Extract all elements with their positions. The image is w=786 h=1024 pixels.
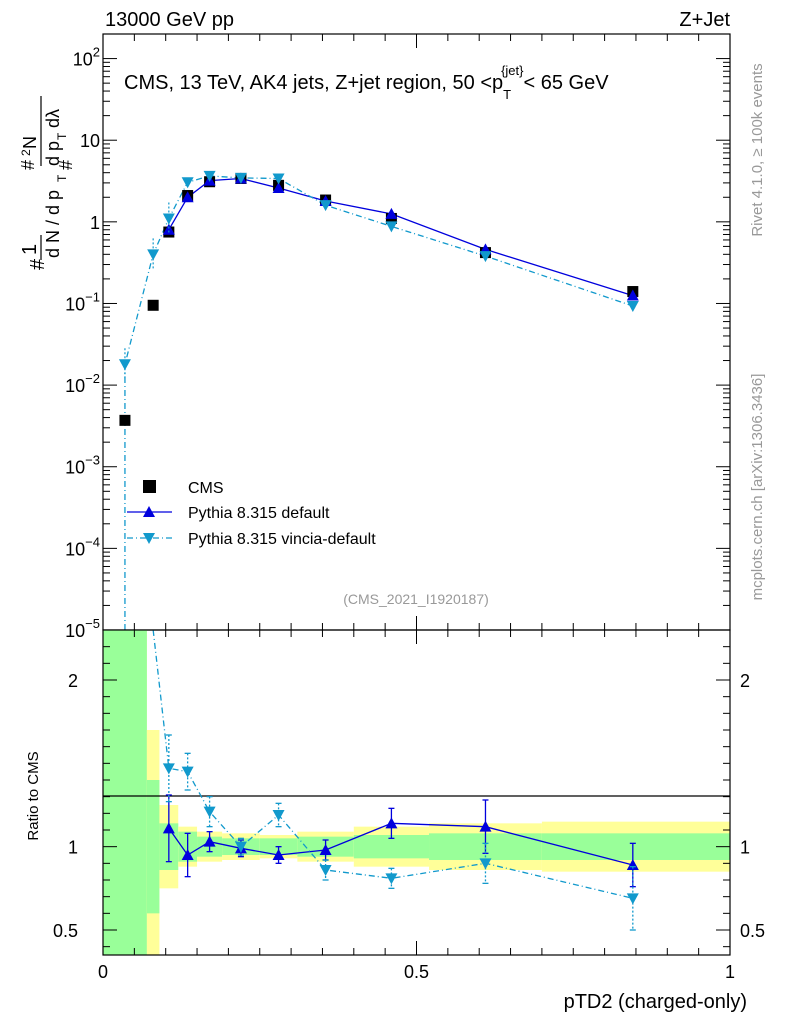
legend-label-default: Pythia 8.315 default <box>188 505 330 522</box>
cms-data-point <box>119 414 131 426</box>
legend-marker-cms <box>143 480 156 493</box>
ratio-vincia-point <box>626 893 639 905</box>
svg-text:d N / d p: d N / d p <box>43 190 63 258</box>
ratio-vincia-point <box>162 763 175 775</box>
ratio-y-tick-label-right: 1 <box>740 838 750 858</box>
rivet-version-label: Rivet 4.1.0, ≥ 100k events <box>749 63 766 236</box>
x-tick-label: 0.5 <box>404 962 429 982</box>
ratio-y-tick-label-right: 0.5 <box>740 921 765 941</box>
svg-text:2: 2 <box>19 149 33 156</box>
main-y-axis-label: # 1 d N / d p T # 2 N d p T dλ # <box>18 96 76 270</box>
vincia-data-point <box>272 173 285 185</box>
svg-text:dλ: dλ <box>43 109 63 128</box>
ratio-default-point <box>479 820 492 832</box>
ratio-vincia-point <box>234 841 247 853</box>
vincia-data-point <box>479 251 492 263</box>
svg-text:N: N <box>20 136 40 149</box>
svg-text:d p: d p <box>43 141 63 166</box>
ratio-vincia-point <box>319 865 332 876</box>
ratio-y-axis-label: Ratio to CMS <box>25 751 42 840</box>
vincia-data-point <box>162 213 175 225</box>
header-energy-label: 13000 GeV pp <box>105 9 234 31</box>
vincia-data-point <box>234 172 247 184</box>
main-y-tick-label: 102 <box>73 45 100 70</box>
ratio-y-tick-label-left: 0.5 <box>53 921 78 941</box>
ratio-plot-frame <box>102 629 731 956</box>
legend: CMS Pythia 8.315 default Pythia 8.315 vi… <box>127 480 376 548</box>
vincia-data-point <box>147 249 160 261</box>
cms-data-point <box>147 299 159 311</box>
vincia-data-point <box>626 301 639 313</box>
mcplots-label: mcplots.cern.ch [arXiv:1306.3436] <box>749 374 766 601</box>
ratio-band-green <box>353 835 430 859</box>
svg-text:#: # <box>18 160 38 170</box>
x-axis-label: pTD2 (charged-only) <box>564 991 747 1013</box>
default-data-point <box>626 289 639 301</box>
ratio-default-point <box>181 849 194 860</box>
main-y-tick-label: 10−1 <box>65 289 100 314</box>
ratio-y-tick-label-right: 2 <box>740 671 750 691</box>
svg-text:T: T <box>55 132 69 140</box>
ratio-series-line-2 <box>152 629 633 899</box>
default-data-point <box>385 207 398 219</box>
svg-text:#: # <box>56 160 76 170</box>
main-y-tick-label: 1 <box>90 213 100 233</box>
legend-marker-default <box>143 506 155 517</box>
main-y-tick-label: 10−3 <box>65 453 100 478</box>
ratio-default-point <box>162 822 175 834</box>
ratio-y-tick-label-left: 2 <box>68 671 78 691</box>
x-tick-label: 1 <box>725 962 735 982</box>
ratio-default-point <box>203 835 216 847</box>
ratio-vincia-point <box>203 806 216 818</box>
default-data-point <box>162 223 175 235</box>
main-series-line-1 <box>168 177 634 297</box>
main-y-tick-label: 10−2 <box>65 371 100 396</box>
ratio-band-green <box>541 833 730 860</box>
ratio-vincia-point <box>272 810 285 821</box>
ratio-default-point <box>385 817 398 829</box>
vincia-data-point <box>118 359 131 371</box>
svg-text:T: T <box>55 174 69 182</box>
ratio-band-green <box>146 780 160 914</box>
main-y-tick-label: 10−5 <box>65 616 100 641</box>
main-series-line-2 <box>124 175 634 630</box>
main-y-tick-label: 10−4 <box>65 534 100 559</box>
default-data-point <box>272 181 285 193</box>
ratio-vincia-point <box>479 858 492 870</box>
ratio-y-tick-label-left: 1 <box>68 838 78 858</box>
vincia-data-point <box>203 170 216 182</box>
x-tick-label: 0 <box>98 962 108 982</box>
chart-title: CMS, 13 TeV, AK4 jets, Z+jet region, 50 … <box>124 63 609 102</box>
analysis-tag: (CMS_2021_I1920187) <box>343 591 489 607</box>
ratio-band-green <box>103 630 147 955</box>
vincia-data-point <box>385 221 398 233</box>
vincia-data-point <box>181 177 194 189</box>
header-process-label: Z+Jet <box>679 9 730 31</box>
ratio-vincia-point <box>385 873 398 885</box>
ratio-default-point <box>319 844 332 855</box>
legend-label-vincia: Pythia 8.315 vincia-default <box>188 531 376 548</box>
legend-label-cms: CMS <box>188 480 224 497</box>
vincia-data-point <box>319 200 332 212</box>
legend-marker-vincia <box>143 533 155 544</box>
default-data-point <box>181 191 194 203</box>
main-y-tick-label: 10 <box>80 131 100 151</box>
ratio-vincia-point <box>181 766 194 778</box>
ratio-default-point <box>272 849 285 860</box>
svg-text:#: # <box>27 258 49 270</box>
svg-text:1: 1 <box>19 244 41 255</box>
